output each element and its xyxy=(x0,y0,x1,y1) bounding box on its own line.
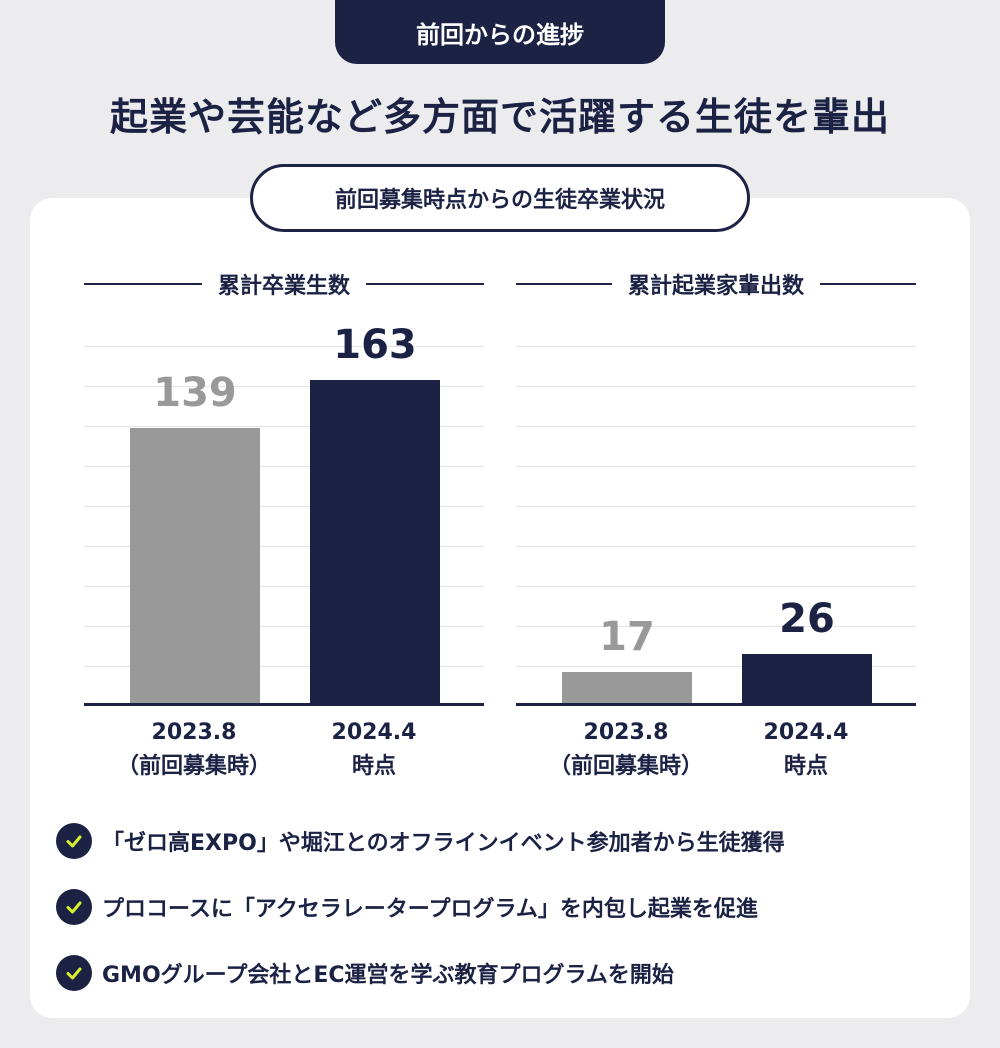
x-tick-line2: 時点 xyxy=(351,754,396,779)
title-rule-right xyxy=(820,283,917,285)
bullet-text: 「ゼロ高EXPO」や堀江とのオフラインイベント参加者から生徒獲得 xyxy=(102,831,785,856)
gridline xyxy=(516,626,916,627)
list-item: プロコースに「アクセラレータープログラム」を内包し起業を促進 xyxy=(56,888,956,926)
gridline xyxy=(516,386,916,387)
x-tick-line2: （前回募集時） xyxy=(116,754,271,779)
bar xyxy=(742,654,872,706)
bullet-list: 「ゼロ高EXPO」や堀江とのオフラインイベント参加者から生徒獲得 プロコースに「… xyxy=(56,822,956,1020)
bar xyxy=(562,672,692,706)
gridline xyxy=(84,586,484,587)
chart-title-text: 累計卒業生数 xyxy=(218,274,351,299)
data-label: 17 xyxy=(599,614,655,660)
chart-title-entrepreneurs: 累計起業家輩出数 xyxy=(516,266,917,302)
data-label: 163 xyxy=(333,322,417,368)
gridline xyxy=(84,466,484,467)
section-tag: 前回からの進捗 xyxy=(335,0,665,64)
chart-plot-entrepreneurs: 17 26 xyxy=(516,300,916,706)
subtitle-pill: 前回募集時点からの生徒卒業状況 xyxy=(250,164,750,232)
x-tick-line2: （前回募集時） xyxy=(548,754,703,779)
chart-plot-graduates: 139 163 xyxy=(84,300,484,706)
gridline xyxy=(516,666,916,667)
gridline xyxy=(84,426,484,427)
x-tick-label: 2024.4 時点 xyxy=(274,716,474,784)
x-tick-line1: 2024.4 xyxy=(763,720,849,745)
gridline xyxy=(84,626,484,627)
bullet-text: プロコースに「アクセラレータープログラム」を内包し起業を促進 xyxy=(102,897,758,922)
gridline xyxy=(84,346,484,347)
gridline xyxy=(516,346,916,347)
gridline xyxy=(516,586,916,587)
x-tick-line1: 2023.8 xyxy=(583,720,669,745)
data-label: 139 xyxy=(153,370,237,416)
x-tick-line2: 時点 xyxy=(783,754,828,779)
list-item: GMOグループ会社とEC運営を学ぶ教育プログラムを開始 xyxy=(56,954,956,992)
gridline xyxy=(84,666,484,667)
page-title: 起業や芸能など多方面で活躍する生徒を輩出 xyxy=(109,95,890,139)
gridline xyxy=(516,546,916,547)
check-icon xyxy=(56,955,92,991)
list-item: 「ゼロ高EXPO」や堀江とのオフラインイベント参加者から生徒獲得 xyxy=(56,822,956,860)
gridline xyxy=(516,466,916,467)
check-icon xyxy=(56,823,92,859)
gridline xyxy=(516,426,916,427)
gridline xyxy=(84,386,484,387)
bullet-text: GMOグループ会社とEC運営を学ぶ教育プログラムを開始 xyxy=(102,963,674,988)
title-rule-right xyxy=(366,283,485,285)
x-axis-line xyxy=(516,703,916,706)
title-rule-left xyxy=(516,283,612,285)
bar xyxy=(130,428,260,706)
chart-title-text: 累計起業家輩出数 xyxy=(628,274,805,299)
gridline xyxy=(516,506,916,507)
gridline xyxy=(84,506,484,507)
title-rule-left xyxy=(84,283,202,285)
x-tick-label: 2024.4 時点 xyxy=(706,716,906,784)
bar xyxy=(310,380,440,706)
x-tick-line1: 2024.4 xyxy=(331,720,417,745)
chart-title-graduates: 累計卒業生数 xyxy=(84,266,485,302)
x-tick-line1: 2023.8 xyxy=(151,720,237,745)
x-axis-line xyxy=(84,703,484,706)
gridline xyxy=(84,546,484,547)
check-icon xyxy=(56,889,92,925)
x-tick-label: 2023.8 （前回募集時） xyxy=(526,716,726,784)
x-tick-label: 2023.8 （前回募集時） xyxy=(94,716,294,784)
data-label: 26 xyxy=(779,596,835,642)
